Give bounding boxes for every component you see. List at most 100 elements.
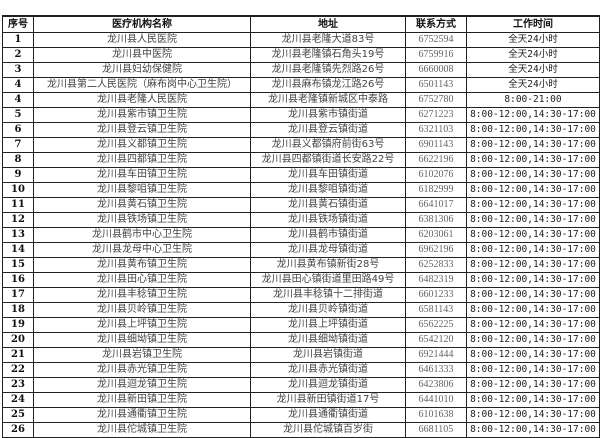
address-cell: 龙川县上坪镇街道 — [250, 317, 406, 333]
header-address: 地址 — [250, 15, 406, 33]
working-hours-cell: 8:00-12:00,14:30-17:00 — [466, 392, 600, 408]
table-row: 23 龙川县迴龙镇卫生院 龙川县迴龙镇街道 6423806 8:00-12:00,14:… — [2, 377, 600, 393]
table-row: 20 龙川县细坳镇卫生院 龙川县细坳镇街道 6542120 8:00-12:00,14:… — [2, 332, 600, 348]
row-number-cell: 6 — [2, 122, 34, 138]
working-hours-cell: 8:00-12:00,14:30-17:00 — [466, 242, 600, 258]
contact-phone-cell: 6622196 — [405, 152, 467, 168]
row-number-cell: 11 — [2, 197, 34, 213]
institution-name-cell: 龙川县田心镇卫生院 — [33, 272, 251, 288]
table-row: 18 龙川县贝岭镇卫生院 龙川县贝岭镇街道 6581143 8:00-12:00,14:… — [2, 302, 600, 318]
institution-name-cell: 龙川县佗城镇卫生院 — [33, 422, 251, 438]
contact-phone-cell: 6562225 — [405, 317, 467, 333]
contact-phone-cell: 6101638 — [405, 407, 467, 423]
table-row: 26 龙川县佗城镇卫生院 龙川县佗城镇百岁街 6681105 8:00-12:00,14… — [2, 422, 600, 438]
row-number-cell: 20 — [2, 332, 34, 348]
address-cell: 龙川县老隆大道83号 — [250, 32, 406, 48]
contact-phone-cell: 6441010 — [405, 392, 467, 408]
header-institution-name: 医疗机构名称 — [33, 15, 251, 33]
institution-name-cell: 龙川县通衢镇卫生院 — [33, 407, 251, 423]
table-row: 13 龙川县鹤市中心卫生院 龙川县鹤市镇街道 6203061 8:00-12:00,14… — [2, 227, 600, 243]
institution-name-cell: 龙川县新田镇卫生院 — [33, 392, 251, 408]
table-row: 5 龙川县紫市镇卫生院 龙川县紫市镇街道 6271223 8:00-12:00,14:3… — [2, 107, 600, 123]
working-hours-cell: 8:00-12:00,14:30-17:00 — [466, 167, 600, 183]
table-header-row: 序号 医疗机构名称 地址 联系方式 工作时间 — [2, 15, 600, 33]
table-row: 7 龙川县义都镇卫生院 龙川县义都镇府前街63号 6901143 8:00-12:00,… — [2, 137, 600, 153]
row-number-cell: 25 — [2, 407, 34, 423]
row-number-cell: 13 — [2, 227, 34, 243]
contact-phone-cell: 6321103 — [405, 122, 467, 138]
address-cell: 龙川县黄石镇街道 — [250, 197, 406, 213]
header-contact: 联系方式 — [405, 15, 467, 33]
address-cell: 龙川县田心镇街道里田路49号 — [250, 272, 406, 288]
address-cell: 龙川县鹤市镇街道 — [250, 227, 406, 243]
institution-name-cell: 龙川县贝岭镇卫生院 — [33, 302, 251, 318]
institution-name-cell: 龙川县义都镇卫生院 — [33, 137, 251, 153]
row-number-cell: 26 — [2, 422, 34, 438]
row-number-cell: 15 — [2, 257, 34, 273]
address-cell: 龙川县老隆镇先烈路26号 — [250, 62, 406, 78]
row-number-cell: 23 — [2, 377, 34, 393]
row-number-cell: 5 — [2, 107, 34, 123]
institution-name-cell: 龙川县鹤市中心卫生院 — [33, 227, 251, 243]
institution-name-cell: 龙川县黄石镇卫生院 — [33, 197, 251, 213]
institution-name-cell: 龙川县老隆人民医院 — [33, 92, 251, 108]
institution-name-cell: 龙川县迴龙镇卫生院 — [33, 377, 251, 393]
table-row: 4 龙川县第二人民医院（麻布岗中心卫生院） 龙川县麻布镇龙江路26号 6501143 全… — [2, 77, 600, 93]
table-row: 16 龙川县田心镇卫生院 龙川县田心镇街道里田路49号 6482319 8:00-12:… — [2, 272, 600, 288]
row-number-cell: 10 — [2, 182, 34, 198]
address-cell: 龙川县丰稔镇十二排街道 — [250, 287, 406, 303]
table-row: 10 龙川县黎咀镇卫生院 龙川县黎咀镇街道 6182999 8:00-12:00,14:… — [2, 182, 600, 198]
contact-phone-cell: 6182999 — [405, 182, 467, 198]
address-cell: 龙川县赤光镇街道 — [250, 362, 406, 378]
institution-name-cell: 龙川县黄布镇卫生院 — [33, 257, 251, 273]
row-number-cell: 7 — [2, 137, 34, 153]
working-hours-cell: 8:00-12:00,14:30-17:00 — [466, 317, 600, 333]
contact-phone-cell: 6660008 — [405, 62, 467, 78]
working-hours-cell: 8:00-12:00,14:30-17:00 — [466, 347, 600, 363]
institution-name-cell: 龙川县黎咀镇卫生院 — [33, 182, 251, 198]
row-number-cell: 19 — [2, 317, 34, 333]
table-row: 6 龙川县登云镇卫生院 龙川县登云镇街道 6321103 8:00-12:00,14:3… — [2, 122, 600, 138]
table-row: 12 龙川县铁场镇卫生院 龙川县铁场镇街道 6381306 8:00-12:00,14:… — [2, 212, 600, 228]
address-cell: 龙川县登云镇街道 — [250, 122, 406, 138]
working-hours-cell: 8:00-12:00,14:30-17:00 — [466, 362, 600, 378]
institution-name-cell: 龙川县丰稔镇卫生院 — [33, 287, 251, 303]
contact-phone-cell: 6203061 — [405, 227, 467, 243]
table-row: 24 龙川县新田镇卫生院 龙川县新田镇街道17号 6441010 8:00-12:00,… — [2, 392, 600, 408]
header-number: 序号 — [2, 15, 34, 33]
table-row: 22 龙川县赤光镇卫生院 龙川县赤光镇街道 6461333 8:00-12:00,14:… — [2, 362, 600, 378]
working-hours-cell: 8:00-12:00,14:30-17:00 — [466, 107, 600, 123]
table-row: 15 龙川县黄布镇卫生院 龙川县黄布镇新街28号 6252833 8:00-12:00,… — [2, 257, 600, 273]
contact-phone-cell: 6271223 — [405, 107, 467, 123]
row-number-cell: 17 — [2, 287, 34, 303]
row-number-cell: 2 — [2, 47, 34, 63]
address-cell: 龙川县车田镇街道 — [250, 167, 406, 183]
contact-phone-cell: 6501143 — [405, 77, 467, 93]
table-row: 4 龙川县老隆人民医院 龙川县老隆镇新城区中泰路 6752780 8:00-21:00 — [2, 92, 600, 108]
working-hours-cell: 8:00-12:00,14:30-17:00 — [466, 137, 600, 153]
row-number-cell: 4 — [2, 92, 34, 108]
working-hours-cell: 8:00-12:00,14:30-17:00 — [466, 407, 600, 423]
institution-name-cell: 龙川县赤光镇卫生院 — [33, 362, 251, 378]
address-cell: 龙川县佗城镇百岁街 — [250, 422, 406, 438]
contact-phone-cell: 6542120 — [405, 332, 467, 348]
address-cell: 龙川县细坳镇街道 — [250, 332, 406, 348]
working-hours-cell: 8:00-21:00 — [466, 92, 600, 108]
address-cell: 龙川县老隆镇新城区中泰路 — [250, 92, 406, 108]
working-hours-cell: 全天24小时 — [466, 32, 600, 48]
institution-name-cell: 龙川县妇幼保健院 — [33, 62, 251, 78]
working-hours-cell: 8:00-12:00,14:30-17:00 — [466, 182, 600, 198]
contact-phone-cell: 6482319 — [405, 272, 467, 288]
table-row: 25 龙川县通衢镇卫生院 龙川县通衢镇街道 6101638 8:00-12:00,14:… — [2, 407, 600, 423]
working-hours-cell: 8:00-12:00,14:30-17:00 — [466, 377, 600, 393]
row-number-cell: 18 — [2, 302, 34, 318]
address-cell: 龙川县紫市镇街道 — [250, 107, 406, 123]
working-hours-cell: 全天24小时 — [466, 47, 600, 63]
address-cell: 龙川县黄布镇新街28号 — [250, 257, 406, 273]
working-hours-cell: 8:00-12:00,14:30-17:00 — [466, 302, 600, 318]
contact-phone-cell: 6102076 — [405, 167, 467, 183]
address-cell: 龙川县贝岭镇街道 — [250, 302, 406, 318]
table-row: 3 龙川县妇幼保健院 龙川县老隆镇先烈路26号 6660008 全天24小时 — [2, 62, 600, 78]
contact-phone-cell: 6901143 — [405, 137, 467, 153]
table-row: 8 龙川县四都镇卫生院 龙川县四都镇街道长安路22号 6622196 8:00-12:0… — [2, 152, 600, 168]
